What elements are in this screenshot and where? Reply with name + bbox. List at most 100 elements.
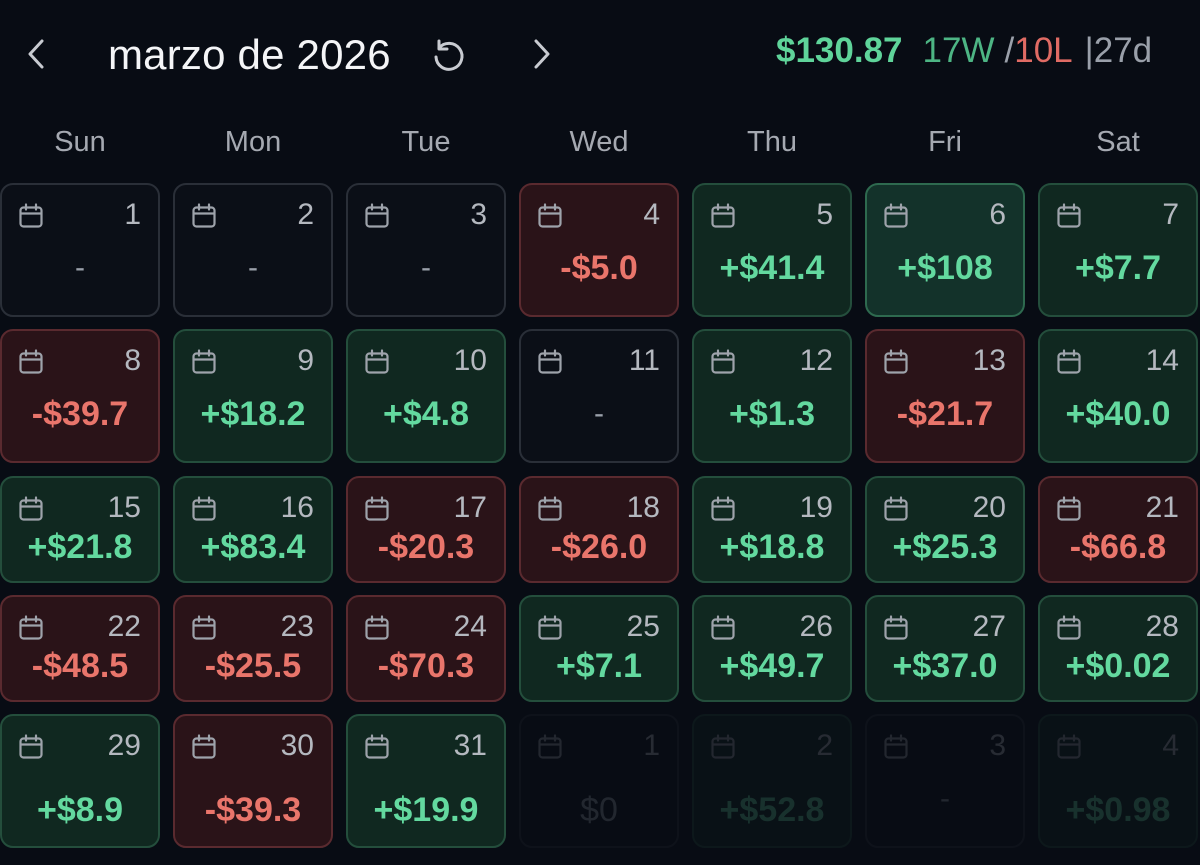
day-pnl: $0	[580, 791, 618, 829]
day-cell[interactable]: 2-	[173, 183, 333, 317]
day-cell[interactable]: 12 +$1.3	[692, 329, 852, 463]
calendar-icon[interactable]	[1056, 203, 1082, 234]
calendar-icon[interactable]	[537, 203, 563, 234]
day-cell[interactable]: 11-	[519, 329, 679, 463]
day-cell[interactable]: 15 +$21.8	[0, 476, 160, 583]
day-pnl: -	[248, 251, 258, 284]
day-number: 25	[626, 610, 660, 643]
calendar-icon[interactable]	[18, 203, 44, 234]
calendar-icon[interactable]	[191, 496, 217, 527]
day-number: 26	[799, 610, 833, 643]
day-number: 4	[1162, 729, 1179, 762]
day-cell[interactable]: 2 +$52.8	[692, 714, 852, 848]
day-pnl: +$25.3	[892, 528, 998, 566]
calendar-icon[interactable]	[710, 349, 736, 380]
calendar-icon[interactable]	[364, 734, 390, 765]
next-month-button[interactable]	[518, 30, 566, 78]
day-pnl: -$70.3	[377, 647, 475, 685]
day-cell[interactable]: 29 +$8.9	[0, 714, 160, 848]
calendar-icon[interactable]	[710, 203, 736, 234]
day-cell[interactable]: 3-	[865, 714, 1025, 848]
day-number: 15	[107, 491, 141, 524]
day-cell[interactable]: 5 +$41.4	[692, 183, 852, 317]
day-cell[interactable]: 25 +$7.1	[519, 595, 679, 702]
day-cell[interactable]: 1 $0	[519, 714, 679, 848]
calendar-icon[interactable]	[364, 349, 390, 380]
calendar-icon[interactable]	[191, 615, 217, 646]
day-cell[interactable]: 4 +$0.98	[1038, 714, 1198, 848]
previous-month-button[interactable]	[12, 30, 60, 78]
calendar-icon[interactable]	[537, 615, 563, 646]
calendar-icon[interactable]	[1056, 496, 1082, 527]
day-cell[interactable]: 18 -$26.0	[519, 476, 679, 583]
day-cell[interactable]: 30 -$39.3	[173, 714, 333, 848]
day-cell[interactable]: 31 +$19.9	[346, 714, 506, 848]
calendar-icon[interactable]	[537, 349, 563, 380]
day-number: 14	[1145, 344, 1179, 377]
day-number: 5	[816, 198, 833, 231]
day-number: 3	[470, 198, 487, 231]
calendar-icon[interactable]	[1056, 615, 1082, 646]
day-cell[interactable]: 14 +$40.0	[1038, 329, 1198, 463]
calendar-icon[interactable]	[537, 734, 563, 765]
day-cell[interactable]: 3-	[346, 183, 506, 317]
day-cell[interactable]: 9 +$18.2	[173, 329, 333, 463]
calendar-icon[interactable]	[883, 349, 909, 380]
calendar-icon[interactable]	[191, 349, 217, 380]
calendar-icon[interactable]	[364, 203, 390, 234]
day-cell[interactable]: 10 +$4.8	[346, 329, 506, 463]
day-number: 18	[626, 491, 660, 524]
day-number: 31	[453, 729, 487, 762]
day-cell[interactable]: 27 +$37.0	[865, 595, 1025, 702]
weekday-tue: Tue	[401, 126, 451, 158]
day-pnl: +$49.7	[719, 647, 825, 685]
day-cell[interactable]: 17 -$20.3	[346, 476, 506, 583]
day-pnl: -	[421, 251, 431, 284]
calendar-icon[interactable]	[1056, 734, 1082, 765]
separator-slash: /	[1004, 31, 1015, 70]
day-cell[interactable]: 22 -$48.5	[0, 595, 160, 702]
calendar-icon[interactable]	[191, 203, 217, 234]
calendar-icon[interactable]	[364, 496, 390, 527]
day-cell[interactable]: 13 -$21.7	[865, 329, 1025, 463]
calendar-icon[interactable]	[18, 615, 44, 646]
day-number: 3	[989, 729, 1006, 762]
day-cell[interactable]: 8 -$39.7	[0, 329, 160, 463]
day-pnl: -$39.3	[204, 791, 302, 829]
calendar-icon[interactable]	[710, 496, 736, 527]
total-pnl: $130.87	[776, 31, 903, 70]
calendar-icon[interactable]	[537, 496, 563, 527]
day-cell[interactable]: 26 +$49.7	[692, 595, 852, 702]
day-cell[interactable]: 4 -$5.0	[519, 183, 679, 317]
calendar-icon[interactable]	[883, 615, 909, 646]
day-number: 1	[124, 198, 141, 231]
day-cell[interactable]: 1-	[0, 183, 160, 317]
calendar-icon[interactable]	[883, 496, 909, 527]
day-number: 1	[643, 729, 660, 762]
calendar-icon[interactable]	[883, 734, 909, 765]
calendar-icon[interactable]	[710, 734, 736, 765]
day-pnl: +$83.4	[200, 528, 306, 566]
day-cell[interactable]: 20 +$25.3	[865, 476, 1025, 583]
calendar-icon[interactable]	[18, 734, 44, 765]
calendar-icon[interactable]	[191, 734, 217, 765]
day-cell[interactable]: 23 -$25.5	[173, 595, 333, 702]
reset-month-button[interactable]	[426, 34, 470, 78]
calendar-icon[interactable]	[1056, 349, 1082, 380]
day-number: 16	[280, 491, 314, 524]
day-cell[interactable]: 21 -$66.8	[1038, 476, 1198, 583]
calendar-icon[interactable]	[883, 203, 909, 234]
day-cell[interactable]: 16 +$83.4	[173, 476, 333, 583]
calendar-icon[interactable]	[18, 349, 44, 380]
day-cell[interactable]: 28 +$0.02	[1038, 595, 1198, 702]
calendar-icon[interactable]	[710, 615, 736, 646]
day-pnl: +$40.0	[1065, 395, 1171, 433]
weekday-mon: Mon	[224, 126, 282, 158]
day-number: 24	[453, 610, 487, 643]
day-cell[interactable]: 19 +$18.8	[692, 476, 852, 583]
calendar-icon[interactable]	[18, 496, 44, 527]
day-cell[interactable]: 7 +$7.7	[1038, 183, 1198, 317]
day-cell[interactable]: 24 -$70.3	[346, 595, 506, 702]
day-cell[interactable]: 6 +$108	[865, 183, 1025, 317]
calendar-icon[interactable]	[364, 615, 390, 646]
